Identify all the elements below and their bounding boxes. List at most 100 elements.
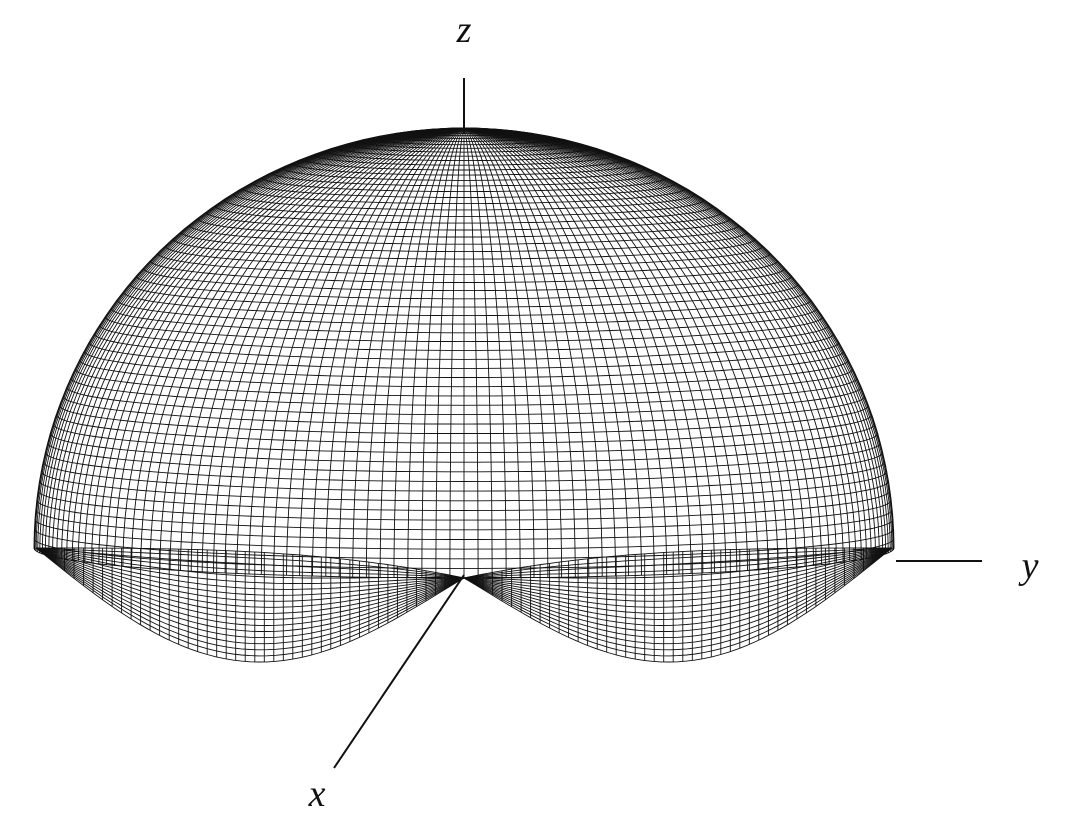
mesh-line	[98, 127, 465, 564]
mesh-line	[77, 127, 465, 562]
mesh-line	[35, 547, 465, 596]
mesh-line	[35, 547, 465, 632]
mesh-line	[463, 127, 887, 554]
mesh-line	[273, 127, 465, 575]
mesh-line	[463, 127, 806, 567]
mesh-line	[463, 547, 893, 632]
mesh-line	[463, 127, 704, 573]
mesh-line	[35, 547, 465, 579]
mesh-line	[463, 547, 893, 620]
mesh-line	[213, 127, 465, 573]
mesh-line	[260, 127, 465, 575]
mesh-line	[463, 547, 893, 579]
mesh-line	[61, 127, 465, 559]
mesh-line	[312, 127, 465, 577]
mesh-line	[463, 547, 893, 579]
mesh-line	[463, 127, 788, 568]
mesh-line	[463, 547, 893, 579]
mesh-line	[463, 547, 893, 651]
mesh-line	[91, 127, 465, 564]
mesh-line	[35, 547, 465, 579]
mesh-line	[48, 127, 465, 556]
mesh-line	[463, 127, 603, 577]
mesh-line	[463, 127, 872, 558]
mesh-line	[149, 127, 465, 569]
mesh-line	[106, 127, 465, 565]
mesh-line	[463, 547, 893, 645]
mesh-line	[463, 127, 769, 570]
mesh-line	[39, 127, 465, 553]
mesh-line	[248, 127, 465, 575]
mesh-line	[463, 127, 862, 560]
mesh-line	[463, 547, 893, 602]
mesh-line	[463, 127, 630, 576]
x-axis-line	[333, 574, 465, 769]
mesh-line	[44, 127, 465, 555]
mesh-line	[224, 127, 465, 573]
mesh-line	[463, 127, 748, 571]
mesh-line	[463, 547, 893, 614]
mesh-line	[36, 547, 465, 579]
mesh-line	[463, 127, 692, 574]
mesh-line	[52, 127, 465, 557]
mesh-line	[352, 127, 465, 578]
mesh-line	[463, 547, 893, 608]
mesh-line	[463, 547, 892, 579]
mesh-line	[463, 127, 895, 549]
mesh-line	[463, 127, 715, 573]
mesh-line	[463, 127, 797, 568]
mesh-line	[114, 127, 465, 566]
mesh-line	[463, 127, 521, 578]
mesh-line	[463, 127, 535, 578]
mesh-line	[463, 127, 738, 572]
mesh-line	[180, 127, 465, 571]
mesh-line	[463, 127, 642, 576]
mesh-line	[298, 127, 465, 576]
surface-wireframe-mesh	[33, 127, 895, 663]
mesh-line	[463, 127, 867, 559]
mesh-line	[463, 127, 837, 564]
mesh-line	[463, 127, 616, 577]
mesh-line	[463, 127, 857, 561]
mesh-line	[463, 547, 893, 657]
z-axis-label: z	[456, 9, 472, 51]
mesh-line	[122, 127, 465, 567]
mesh-line	[35, 547, 465, 579]
mesh-line	[463, 127, 830, 564]
mesh-line	[463, 127, 590, 577]
mesh-line	[435, 127, 465, 578]
mesh-line	[159, 127, 465, 570]
mesh-line	[35, 547, 465, 590]
mesh-line	[35, 547, 465, 579]
mesh-line	[463, 547, 893, 663]
mesh-line	[463, 127, 876, 557]
mesh-line	[463, 127, 814, 566]
mesh-line	[463, 547, 893, 585]
mesh-line	[35, 547, 465, 645]
mesh-line	[35, 547, 465, 626]
mesh-line	[56, 127, 465, 558]
mesh-line	[35, 547, 465, 585]
mesh-line	[35, 547, 465, 608]
mesh-line	[463, 127, 563, 578]
mesh-line	[71, 127, 465, 561]
mesh-line	[463, 547, 893, 596]
mesh-line	[35, 547, 465, 663]
mesh-line	[66, 127, 465, 560]
mesh-line	[169, 127, 465, 570]
mesh-line	[140, 127, 465, 568]
mesh-line	[35, 547, 465, 620]
mesh-line	[463, 127, 822, 565]
mesh-line	[449, 127, 465, 578]
mesh-line	[379, 127, 465, 578]
mesh-line	[463, 127, 576, 578]
mesh-line	[35, 547, 465, 651]
mesh-line	[463, 127, 851, 562]
mesh-line	[236, 127, 465, 574]
mesh-line	[463, 547, 893, 579]
mesh-line	[35, 547, 465, 639]
mesh-line	[325, 127, 465, 577]
mesh-line	[463, 127, 493, 578]
mesh-line	[463, 127, 655, 575]
mesh-line	[463, 547, 893, 639]
